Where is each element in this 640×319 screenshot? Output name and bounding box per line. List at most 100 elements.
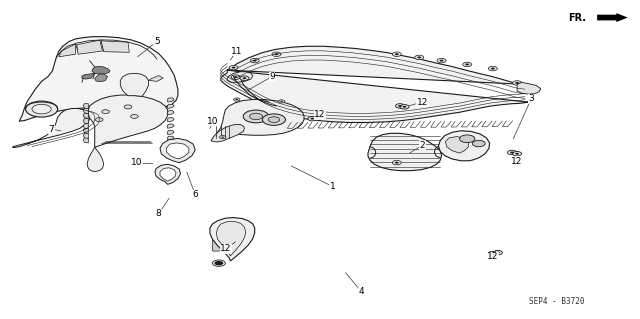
Polygon shape — [221, 46, 528, 122]
Circle shape — [392, 160, 401, 165]
Polygon shape — [211, 124, 244, 142]
Text: 6: 6 — [193, 190, 198, 199]
Circle shape — [465, 63, 469, 65]
Circle shape — [488, 66, 497, 71]
Text: 12: 12 — [487, 252, 499, 261]
FancyBboxPatch shape — [215, 224, 227, 234]
Circle shape — [231, 75, 240, 79]
Circle shape — [221, 137, 224, 138]
Circle shape — [132, 104, 152, 113]
Circle shape — [280, 101, 283, 102]
Text: 9: 9 — [269, 72, 275, 81]
Text: 12: 12 — [314, 110, 326, 119]
Circle shape — [508, 150, 516, 155]
Polygon shape — [166, 143, 189, 159]
Polygon shape — [160, 138, 195, 163]
Polygon shape — [120, 73, 148, 96]
Polygon shape — [155, 164, 180, 184]
Polygon shape — [168, 118, 174, 122]
Circle shape — [463, 62, 472, 67]
Polygon shape — [168, 136, 174, 140]
Text: 3: 3 — [529, 94, 534, 103]
Circle shape — [510, 152, 514, 153]
Circle shape — [440, 60, 444, 62]
Polygon shape — [83, 124, 88, 129]
Text: 1: 1 — [330, 182, 335, 191]
Circle shape — [126, 100, 158, 116]
Circle shape — [253, 60, 257, 62]
Circle shape — [515, 153, 519, 155]
Circle shape — [396, 104, 404, 108]
Polygon shape — [168, 124, 174, 128]
Circle shape — [398, 105, 402, 107]
Circle shape — [310, 118, 314, 120]
Polygon shape — [438, 131, 490, 161]
Polygon shape — [95, 74, 108, 82]
Circle shape — [102, 110, 109, 114]
Circle shape — [491, 68, 495, 70]
Circle shape — [243, 110, 269, 123]
Circle shape — [460, 135, 475, 143]
Polygon shape — [92, 66, 110, 74]
Polygon shape — [83, 133, 88, 138]
Polygon shape — [168, 104, 174, 108]
Circle shape — [234, 76, 237, 78]
Circle shape — [315, 117, 319, 119]
Circle shape — [250, 58, 259, 63]
Circle shape — [403, 106, 406, 108]
Polygon shape — [148, 76, 163, 81]
Circle shape — [493, 250, 502, 255]
FancyBboxPatch shape — [212, 237, 227, 251]
Text: 10: 10 — [207, 117, 219, 126]
Circle shape — [240, 76, 249, 80]
Circle shape — [272, 52, 281, 56]
Polygon shape — [168, 130, 174, 135]
Circle shape — [308, 116, 317, 121]
Text: 4: 4 — [359, 287, 364, 296]
Polygon shape — [13, 108, 90, 148]
Circle shape — [232, 67, 236, 69]
Circle shape — [275, 53, 278, 55]
Text: 12: 12 — [511, 157, 523, 166]
FancyArrow shape — [597, 13, 628, 22]
Circle shape — [488, 251, 497, 256]
Polygon shape — [83, 113, 88, 118]
Circle shape — [491, 253, 495, 255]
Polygon shape — [82, 73, 95, 79]
Polygon shape — [83, 119, 88, 124]
Polygon shape — [77, 40, 102, 54]
Circle shape — [513, 152, 522, 156]
Polygon shape — [216, 221, 246, 256]
Text: 5: 5 — [154, 37, 159, 46]
Circle shape — [214, 261, 223, 265]
Polygon shape — [211, 100, 304, 140]
Circle shape — [262, 114, 285, 125]
Polygon shape — [168, 111, 174, 115]
Polygon shape — [88, 95, 168, 147]
Circle shape — [278, 100, 285, 103]
Circle shape — [26, 101, 58, 117]
Circle shape — [395, 53, 399, 55]
Circle shape — [95, 118, 103, 122]
Text: 10: 10 — [131, 158, 142, 167]
Text: 11: 11 — [231, 47, 243, 56]
Circle shape — [400, 105, 409, 109]
Text: 2: 2 — [420, 141, 425, 150]
Circle shape — [415, 55, 424, 60]
Polygon shape — [210, 218, 255, 261]
Circle shape — [124, 105, 132, 109]
Text: 8: 8 — [156, 209, 161, 218]
Polygon shape — [517, 82, 541, 94]
Text: 7: 7 — [49, 125, 54, 134]
Polygon shape — [168, 98, 174, 102]
Polygon shape — [101, 41, 129, 52]
Text: FR.: FR. — [568, 12, 586, 23]
Circle shape — [496, 252, 500, 254]
Circle shape — [513, 81, 522, 85]
Circle shape — [268, 117, 280, 122]
Polygon shape — [83, 128, 88, 133]
Circle shape — [437, 58, 446, 63]
Polygon shape — [160, 168, 176, 181]
Circle shape — [515, 82, 519, 84]
Polygon shape — [83, 108, 88, 114]
